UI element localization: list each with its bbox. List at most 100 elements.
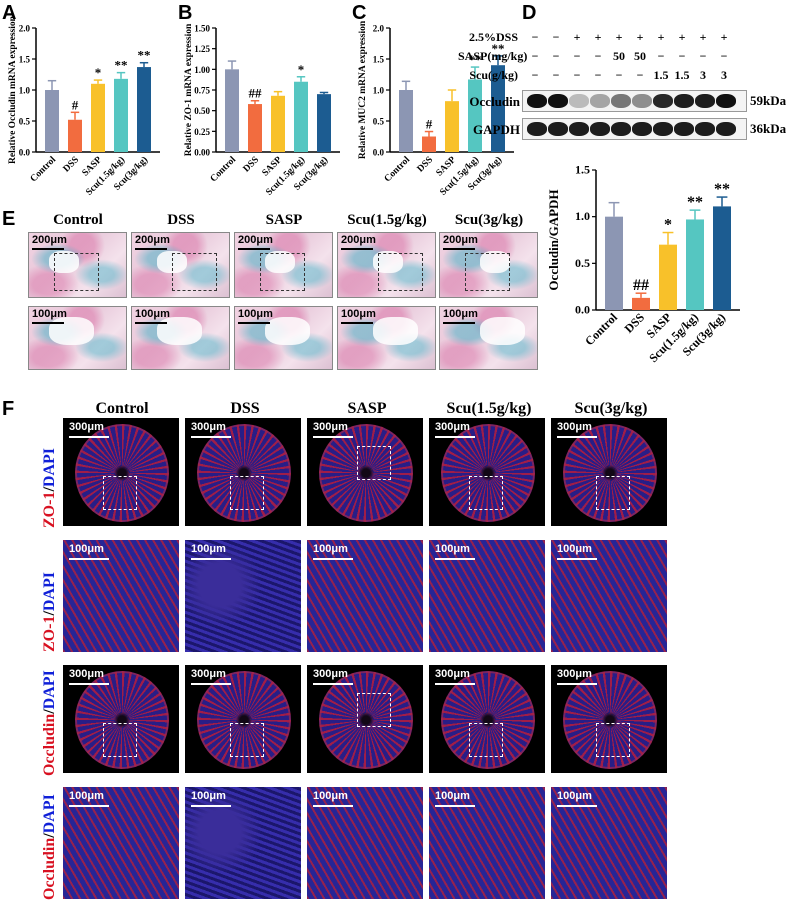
scale-bar-label: 200μm xyxy=(32,234,67,246)
y-tick-label: 1.5 xyxy=(373,55,385,65)
zoom-region-box xyxy=(103,723,137,757)
header-e-sasp: SASP xyxy=(265,212,303,228)
header-e-control: Control xyxy=(53,212,103,228)
bar xyxy=(45,90,59,152)
scale-bar-label: 200μm xyxy=(238,234,273,246)
fluorescence-overview-image: 300μm xyxy=(429,665,545,773)
scale-bar xyxy=(443,322,475,324)
scale-bar-label: 300μm xyxy=(435,421,470,433)
tissue-zoom xyxy=(63,787,179,899)
occludin-band xyxy=(611,94,631,108)
blot-condition-sign: 3 xyxy=(700,68,706,82)
occludin-band xyxy=(716,94,736,108)
zoom-region-box xyxy=(378,253,423,291)
lumen xyxy=(265,251,295,273)
gapdh-band xyxy=(716,122,736,136)
gapdh-band xyxy=(632,122,652,136)
histology-image: 200μm xyxy=(234,232,333,298)
scale-bar-label: 300μm xyxy=(313,421,348,433)
scale-bar xyxy=(435,436,475,438)
fluorescence-zoom-image: 100μm xyxy=(185,540,301,652)
scale-bar xyxy=(69,805,109,807)
scale-bar xyxy=(435,683,475,685)
bar xyxy=(445,101,459,152)
blot-condition-sign: 1.5 xyxy=(674,68,690,82)
scale-bar-label: 100μm xyxy=(313,790,348,802)
blot-condition-sign: − xyxy=(678,49,686,63)
bar xyxy=(271,95,285,152)
histology-image: 100μm xyxy=(439,306,538,370)
colon-cross-section xyxy=(563,671,657,769)
occludin-band xyxy=(527,94,547,108)
scale-bar-label: 100μm xyxy=(557,790,592,802)
histology-image: 100μm xyxy=(234,306,333,370)
lumen xyxy=(480,251,510,273)
panel-label-F: F xyxy=(2,398,15,420)
y-tick-label: 1.0 xyxy=(19,86,31,96)
row-label-zo1-bottom: ZO-1/DAPI xyxy=(41,571,58,652)
zoom-region-box xyxy=(357,693,391,727)
fluorescence-overview-image: 300μm xyxy=(551,665,667,773)
fluorescence-overview-image: 300μm xyxy=(185,418,301,526)
bar xyxy=(225,69,239,152)
blot-condition-sign: + xyxy=(594,30,602,44)
colon-cross-section xyxy=(75,424,169,522)
scale-bar xyxy=(557,805,597,807)
blot-condition-sign: − xyxy=(531,49,539,63)
zoom-region-box xyxy=(469,723,503,757)
bar xyxy=(294,81,308,152)
scale-bar-label: 100μm xyxy=(443,308,478,320)
tissue-zoom xyxy=(307,540,423,652)
occludin-band xyxy=(548,94,568,108)
histology-image: 200μm xyxy=(28,232,127,298)
scale-bar xyxy=(557,683,597,685)
blot-condition-sign: + xyxy=(573,30,581,44)
histology-image: 100μm xyxy=(28,306,127,370)
x-tick-label: DSS xyxy=(62,155,81,174)
header-e-dss: DSS xyxy=(167,212,195,228)
tissue-zoom xyxy=(551,540,667,652)
scale-bar xyxy=(557,558,597,560)
scale-bar-label: 300μm xyxy=(69,421,104,433)
tissue-zoom xyxy=(429,787,545,899)
gapdh-band xyxy=(590,122,610,136)
blot-condition-label: SASP(mg/kg) xyxy=(458,49,528,63)
lumen xyxy=(49,317,94,345)
bar xyxy=(399,90,413,152)
significance-mark: ** xyxy=(138,48,151,63)
colon-cross-section xyxy=(563,424,657,522)
row-label-zo1-top: ZO-1/DAPI xyxy=(41,447,58,528)
blot-condition-sign: − xyxy=(552,49,560,63)
occludin-band xyxy=(632,94,652,108)
zoom-region-box xyxy=(230,476,264,510)
y-axis-label: Relative ZO-1 mRNA expression xyxy=(184,23,194,156)
fluorescence-zoom-image: 100μm xyxy=(429,540,545,652)
y-tick-label: 0.25 xyxy=(194,127,210,137)
scale-bar xyxy=(435,558,475,560)
scale-bar xyxy=(69,558,109,560)
scale-bar xyxy=(191,558,231,560)
fluorescence-zoom-image: 100μm xyxy=(551,787,667,899)
fluorescence-overview-image: 300μm xyxy=(63,418,179,526)
scale-bar-label: 100μm xyxy=(341,308,376,320)
tissue-zoom xyxy=(307,787,423,899)
scale-bar xyxy=(238,322,270,324)
y-tick-label: 1.0 xyxy=(373,86,385,96)
panel-label-B: B xyxy=(178,2,193,24)
scale-bar-label: 100μm xyxy=(191,790,226,802)
y-tick-label: 2.0 xyxy=(19,24,31,34)
panel-label-A: A xyxy=(2,2,17,24)
significance-mark: ** xyxy=(469,52,482,67)
header-e-scu15: Scu(1.5g/kg) xyxy=(347,212,427,228)
blot-condition-sign: − xyxy=(531,30,539,44)
chart-occludin-gapdh: 0.00.51.01.5Occludin/GAPDHControl##DSS*S… xyxy=(546,163,740,365)
tissue-zoom xyxy=(551,787,667,899)
fluorescence-zoom-image: 100μm xyxy=(307,540,423,652)
significance-mark: ## xyxy=(249,86,263,101)
y-tick-label: 0.5 xyxy=(19,117,31,127)
zoom-region-box xyxy=(230,723,264,757)
panel-label-D: D xyxy=(522,2,537,24)
significance-mark: * xyxy=(664,217,672,234)
